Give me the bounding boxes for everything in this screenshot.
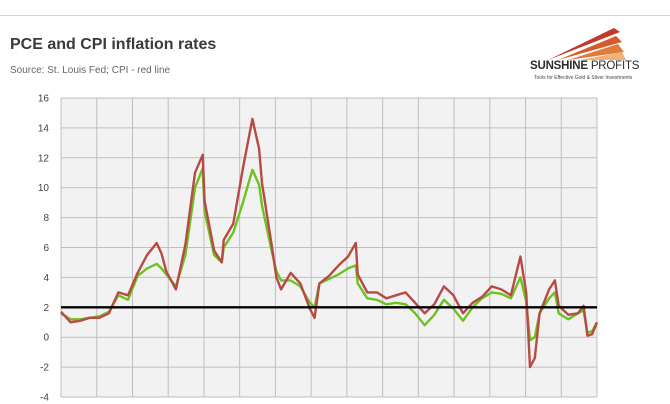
logo-word-profits: PROFITS xyxy=(587,60,640,72)
gridlines xyxy=(60,97,598,398)
logo-word-sunshine: SUNSHINE xyxy=(530,60,588,72)
y-tick-label: 8 xyxy=(43,213,49,224)
y-tick-label: -4 xyxy=(40,393,49,404)
chart-subtitle: Source: St. Louis Fed; CPI - red line xyxy=(10,65,171,76)
y-tick-label: 10 xyxy=(38,183,50,194)
chart-title: PCE and CPI inflation rates xyxy=(10,36,217,53)
y-tick-label: 14 xyxy=(38,123,50,134)
sunshine-profits-logo: SUNSHINE PROFITS Tools for Effective Gol… xyxy=(528,22,668,86)
y-tick-label: -2 xyxy=(40,363,49,374)
y-tick-label: 4 xyxy=(43,273,49,284)
y-tick-label: 6 xyxy=(43,243,49,254)
y-tick-label: 12 xyxy=(38,153,50,164)
top-divider xyxy=(0,15,670,16)
data-series xyxy=(60,117,599,369)
y-tick-label: 16 xyxy=(38,94,50,105)
sun-rays-icon xyxy=(548,28,626,60)
y-tick-label: 0 xyxy=(43,333,49,344)
y-axis-tick-labels: 16 14 12 10 8 6 4 2 0 -2 -4 xyxy=(38,94,50,404)
logo-wordmark: SUNSHINE PROFITS xyxy=(530,60,639,72)
y-tick-label: 2 xyxy=(43,303,49,314)
logo-tagline: Tools for Effective Gold & Silver Invest… xyxy=(534,75,633,81)
cpi-series-line xyxy=(60,117,599,369)
